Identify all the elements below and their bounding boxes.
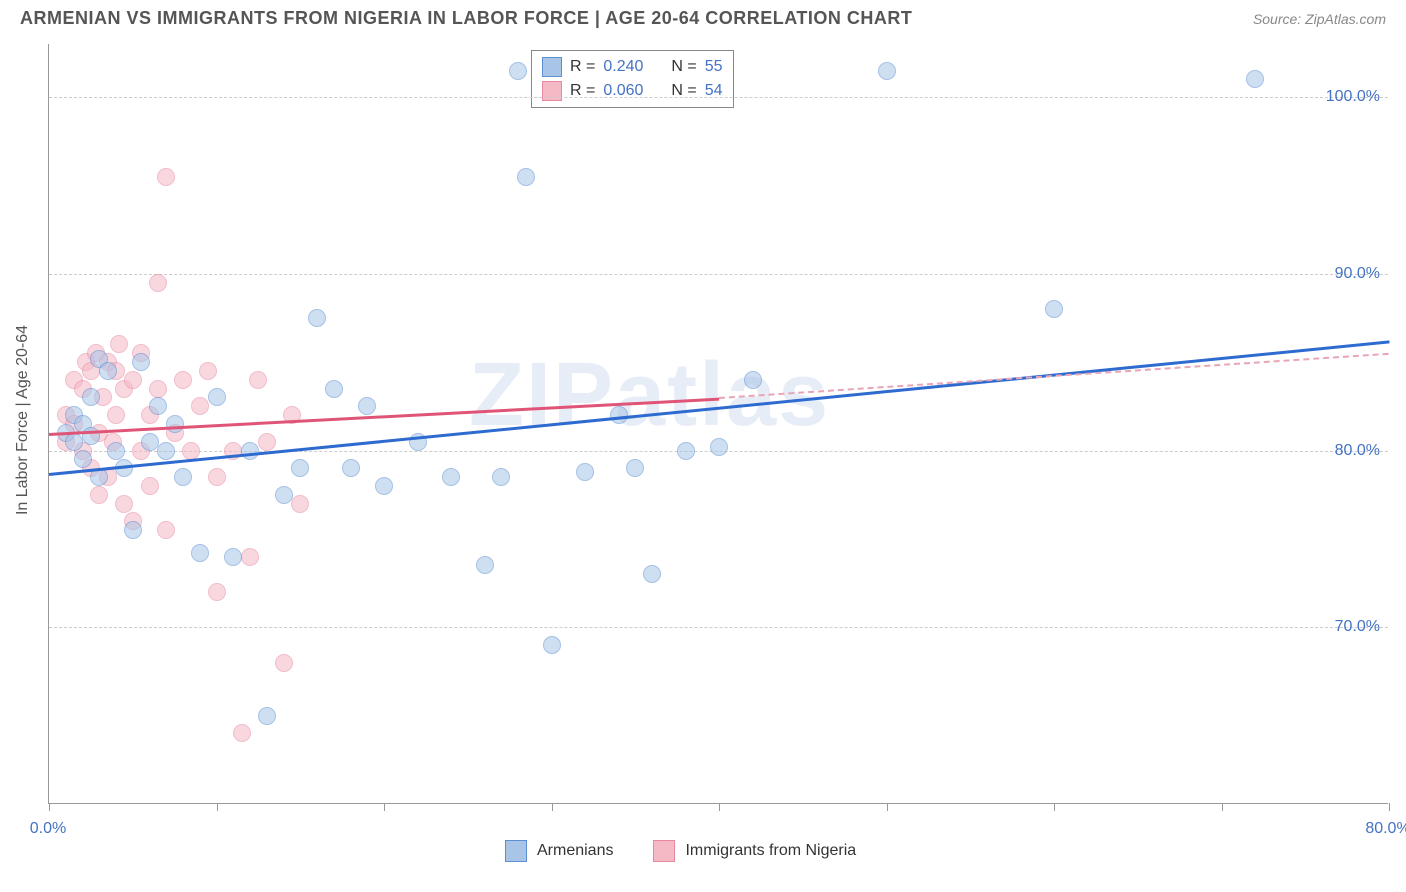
data-point-nigeria xyxy=(275,654,293,672)
data-point-armenians xyxy=(342,459,360,477)
data-point-armenians xyxy=(576,463,594,481)
data-point-nigeria xyxy=(208,583,226,601)
x-tick xyxy=(384,803,385,811)
data-point-armenians xyxy=(141,433,159,451)
data-point-armenians xyxy=(124,521,142,539)
scatter-plot: ZIPatlas R = 0.240 N = 55 R = 0.060 N = … xyxy=(48,44,1388,804)
data-point-armenians xyxy=(241,442,259,460)
data-point-armenians xyxy=(543,636,561,654)
data-point-armenians xyxy=(476,556,494,574)
x-tick-label: 80.0% xyxy=(1365,820,1406,838)
data-point-nigeria xyxy=(124,371,142,389)
data-point-armenians xyxy=(325,380,343,398)
data-point-armenians xyxy=(358,397,376,415)
stat-n-armenians: 55 xyxy=(705,58,723,76)
legend-swatch-armenians xyxy=(505,840,527,862)
y-tick-label: 70.0% xyxy=(1335,618,1380,636)
data-point-nigeria xyxy=(191,397,209,415)
data-point-nigeria xyxy=(90,486,108,504)
data-point-nigeria xyxy=(110,335,128,353)
y-tick-label: 80.0% xyxy=(1335,442,1380,460)
data-point-armenians xyxy=(878,62,896,80)
watermark: ZIPatlas xyxy=(469,344,830,447)
data-point-nigeria xyxy=(249,371,267,389)
x-tick xyxy=(49,803,50,811)
data-point-armenians xyxy=(1246,70,1264,88)
swatch-armenians xyxy=(542,57,562,77)
y-tick-label: 90.0% xyxy=(1335,265,1380,283)
x-tick xyxy=(1054,803,1055,811)
data-point-nigeria xyxy=(107,406,125,424)
chart-title: ARMENIAN VS IMMIGRANTS FROM NIGERIA IN L… xyxy=(20,8,912,29)
data-point-armenians xyxy=(308,309,326,327)
stat-r-armenians: 0.240 xyxy=(603,58,643,76)
data-point-armenians xyxy=(626,459,644,477)
data-point-armenians xyxy=(492,468,510,486)
legend-swatch-nigeria xyxy=(653,840,675,862)
data-point-armenians xyxy=(258,707,276,725)
gridline xyxy=(49,97,1388,98)
data-point-nigeria xyxy=(208,468,226,486)
data-point-armenians xyxy=(710,438,728,456)
x-tick xyxy=(719,803,720,811)
data-point-armenians xyxy=(224,548,242,566)
legend-label-armenians: Armenians xyxy=(537,842,613,860)
data-point-nigeria xyxy=(199,362,217,380)
source-label: Source: ZipAtlas.com xyxy=(1253,11,1386,27)
x-tick xyxy=(1222,803,1223,811)
legend-label-nigeria: Immigrants from Nigeria xyxy=(685,842,856,860)
data-point-armenians xyxy=(643,565,661,583)
data-point-nigeria xyxy=(174,371,192,389)
data-point-nigeria xyxy=(241,548,259,566)
x-tick xyxy=(1389,803,1390,811)
y-axis-label: In Labor Force | Age 20-64 xyxy=(14,325,32,515)
data-point-armenians xyxy=(275,486,293,504)
data-point-nigeria xyxy=(157,521,175,539)
data-point-nigeria xyxy=(182,442,200,460)
data-point-armenians xyxy=(149,397,167,415)
stats-row-armenians: R = 0.240 N = 55 xyxy=(542,55,723,79)
stat-label-n: N = xyxy=(671,58,696,76)
data-point-nigeria xyxy=(157,168,175,186)
stats-legend-box: R = 0.240 N = 55 R = 0.060 N = 54 xyxy=(531,50,734,108)
x-tick xyxy=(887,803,888,811)
data-point-armenians xyxy=(82,388,100,406)
bottom-legend: Armenians Immigrants from Nigeria xyxy=(505,840,856,862)
data-point-nigeria xyxy=(141,477,159,495)
gridline xyxy=(49,627,1388,628)
data-point-nigeria xyxy=(233,724,251,742)
data-point-armenians xyxy=(442,468,460,486)
data-point-armenians xyxy=(375,477,393,495)
data-point-armenians xyxy=(107,442,125,460)
data-point-nigeria xyxy=(149,274,167,292)
data-point-armenians xyxy=(208,388,226,406)
data-point-armenians xyxy=(509,62,527,80)
data-point-nigeria xyxy=(258,433,276,451)
stat-label-r: R = xyxy=(570,58,595,76)
data-point-nigeria xyxy=(291,495,309,513)
data-point-nigeria xyxy=(149,380,167,398)
x-tick xyxy=(217,803,218,811)
data-point-armenians xyxy=(1045,300,1063,318)
trend-line xyxy=(719,353,1389,399)
y-tick-label: 100.0% xyxy=(1326,88,1380,106)
data-point-armenians xyxy=(191,544,209,562)
x-tick-label: 0.0% xyxy=(30,820,66,838)
data-point-armenians xyxy=(744,371,762,389)
stats-row-nigeria: R = 0.060 N = 54 xyxy=(542,79,723,103)
data-point-armenians xyxy=(99,362,117,380)
gridline xyxy=(49,274,1388,275)
data-point-armenians xyxy=(74,450,92,468)
data-point-armenians xyxy=(517,168,535,186)
data-point-nigeria xyxy=(115,495,133,513)
data-point-armenians xyxy=(157,442,175,460)
data-point-armenians xyxy=(65,433,83,451)
x-tick xyxy=(552,803,553,811)
data-point-armenians xyxy=(677,442,695,460)
data-point-armenians xyxy=(174,468,192,486)
data-point-armenians xyxy=(291,459,309,477)
data-point-armenians xyxy=(132,353,150,371)
data-point-armenians xyxy=(166,415,184,433)
